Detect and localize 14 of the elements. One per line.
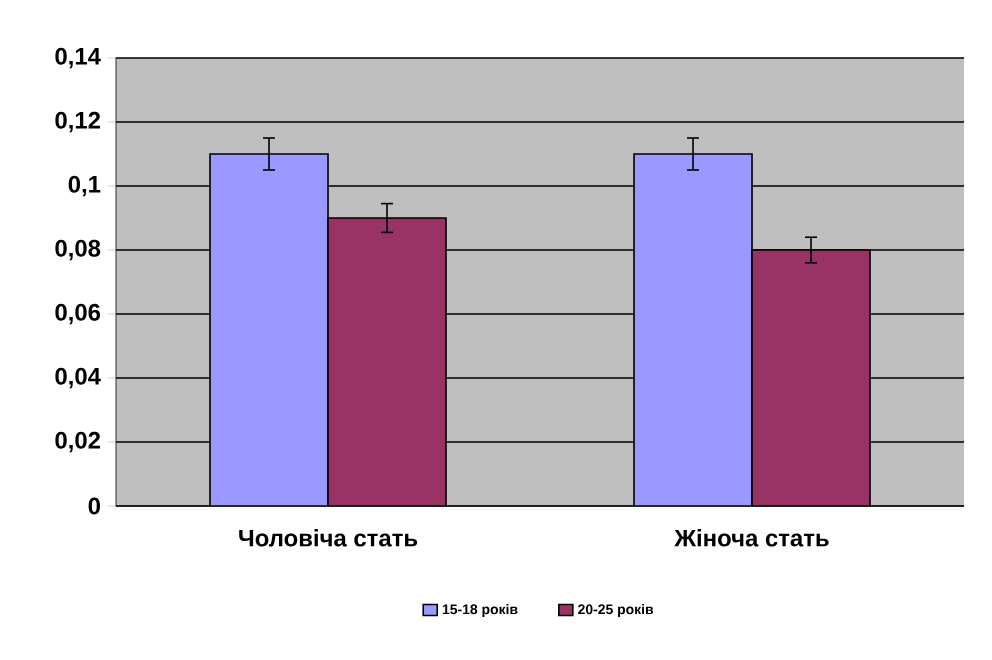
- y-tick-label: 0,04: [55, 367, 101, 389]
- y-tick-label: 0,06: [55, 303, 101, 325]
- bar: [751, 249, 871, 506]
- x-tick-label: Чоловіча стать: [239, 529, 418, 547]
- y-tick-label: 0,12: [55, 111, 101, 133]
- y-tick-label: 0: [88, 497, 100, 515]
- x-tick-label: Жіноча стать: [674, 529, 829, 547]
- bar: [209, 153, 329, 506]
- y-tick-label: 0,14: [55, 47, 101, 69]
- y-tick-label: 0,08: [55, 239, 101, 261]
- y-tick-label: 0,1: [68, 175, 101, 197]
- bar: [327, 217, 447, 506]
- y-tick-label: 0,02: [55, 431, 101, 453]
- bar: [633, 153, 753, 506]
